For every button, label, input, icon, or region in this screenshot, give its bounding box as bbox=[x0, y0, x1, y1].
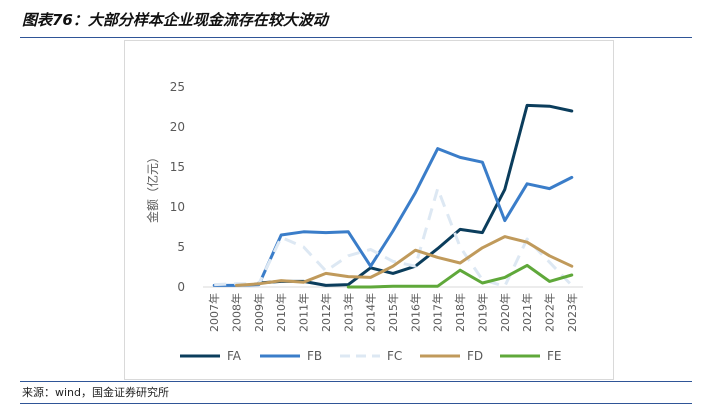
x-tick-label: 2021年 bbox=[520, 293, 534, 332]
y-axis-ticks: 0 5 10 15 20 25 bbox=[170, 80, 185, 294]
y-tick-label: 20 bbox=[170, 120, 185, 134]
x-tick-label: 2009年 bbox=[252, 293, 266, 332]
y-tick-label: 15 bbox=[170, 160, 185, 174]
y-axis-title-group: 金额（亿元） bbox=[145, 151, 160, 223]
x-tick-label: 2016年 bbox=[408, 293, 422, 332]
legend-label: FA bbox=[227, 349, 242, 363]
series-line-fd bbox=[235, 235, 574, 287]
bottom-rule bbox=[20, 403, 692, 404]
x-tick-label: 2010年 bbox=[274, 293, 288, 332]
x-tick-label: 2018年 bbox=[453, 293, 467, 332]
x-tick-label: 2013年 bbox=[341, 293, 355, 332]
legend-item-fd: FD bbox=[420, 349, 483, 363]
y-tick-label: 0 bbox=[177, 280, 185, 294]
y-axis-title: 金额（亿元） bbox=[145, 151, 160, 223]
x-tick-label: 2008年 bbox=[230, 293, 244, 332]
x-tick-label: 2012年 bbox=[319, 293, 333, 332]
x-tick-label: 2020年 bbox=[498, 293, 512, 332]
y-tick-label: 5 bbox=[177, 240, 185, 254]
legend-item-fb: FB bbox=[260, 349, 322, 363]
legend-label: FD bbox=[467, 349, 483, 363]
legend-label: FB bbox=[307, 349, 322, 363]
chart-frame: 金额（亿元） 0 5 10 15 20 25 2007年 2008年 2009年 2010年 20… bbox=[124, 40, 614, 380]
source-note: 来源：wind，国金证券研究所 bbox=[22, 386, 170, 399]
legend-label: FE bbox=[547, 349, 561, 363]
title-bar: 图表76：大部分样本企业现金流存在较大波动 bbox=[0, 0, 710, 38]
legend-label: FC bbox=[387, 349, 402, 363]
x-tick-label: 2007年 bbox=[207, 293, 221, 332]
legend-item-fc: FC bbox=[340, 349, 402, 363]
series-lines bbox=[212, 103, 574, 289]
y-tick-label: 25 bbox=[170, 80, 185, 94]
title-rule bbox=[20, 37, 692, 38]
x-tick-label: 2015年 bbox=[386, 293, 400, 332]
figure-title: 图表76：大部分样本企业现金流存在较大波动 bbox=[22, 11, 328, 29]
x-axis-ticks: 2007年 2008年 2009年 2010年 2011年 2012年 2013年 2014年… bbox=[207, 293, 579, 332]
x-tick-label: 2023年 bbox=[565, 293, 579, 332]
x-tick-label: 2014年 bbox=[364, 293, 378, 332]
y-tick-label: 10 bbox=[170, 200, 185, 214]
legend-item-fe: FE bbox=[500, 349, 561, 363]
x-tick-label: 2017年 bbox=[431, 293, 445, 332]
legend: FA FB FC FD FE bbox=[180, 349, 561, 363]
x-tick-label: 2011年 bbox=[297, 293, 311, 332]
x-tick-label: 2019年 bbox=[475, 293, 489, 332]
legend-item-fa: FA bbox=[180, 349, 242, 363]
series-line-fc bbox=[214, 187, 573, 288]
x-tick-label: 2022年 bbox=[542, 293, 556, 332]
series-line-fe bbox=[346, 263, 574, 289]
source-rule bbox=[20, 381, 692, 382]
